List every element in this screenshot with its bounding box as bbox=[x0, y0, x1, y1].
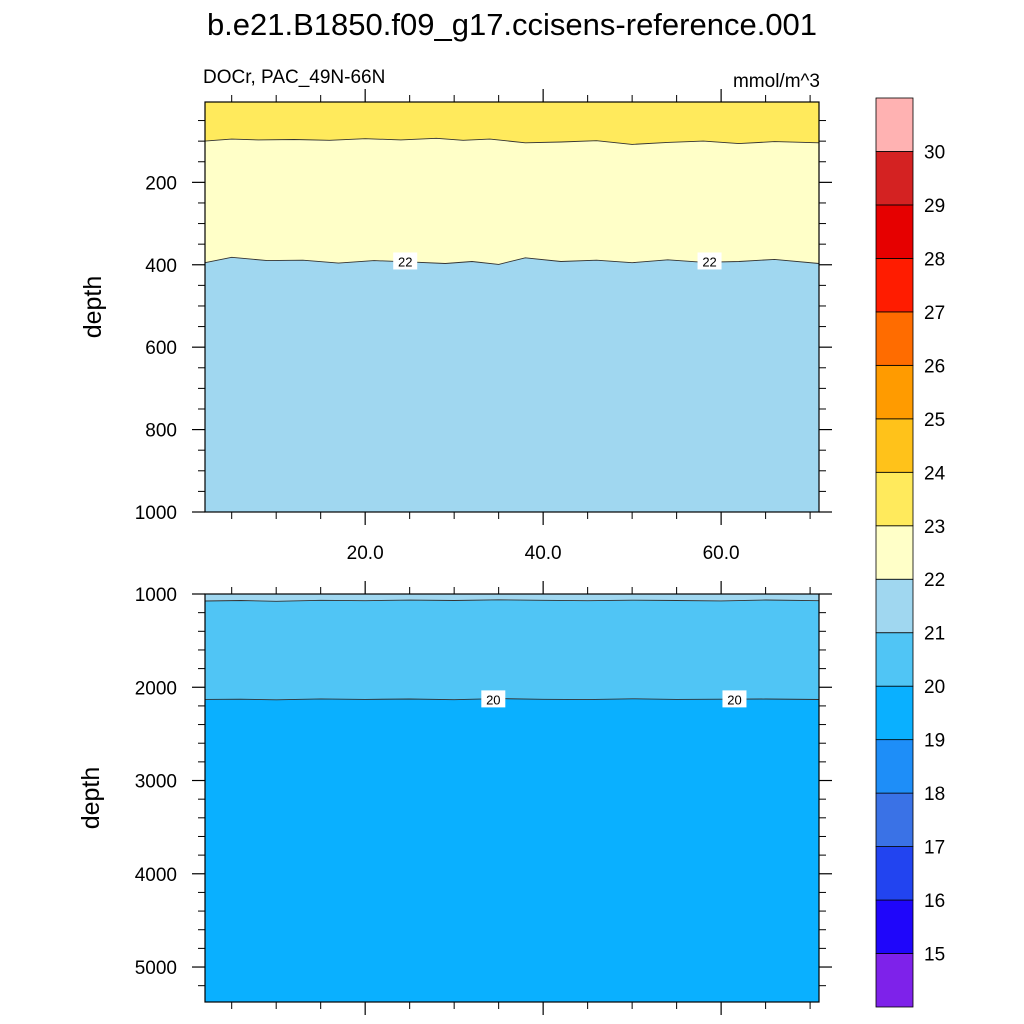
colorbar-tick-label: 25 bbox=[924, 410, 945, 431]
y-tick-label: 400 bbox=[145, 256, 177, 277]
colorbar-segment bbox=[875, 204, 914, 259]
colorbar-tick-label: 19 bbox=[924, 731, 945, 752]
colorbar-segment bbox=[875, 953, 914, 1008]
colorbar-tick-label: 23 bbox=[924, 517, 945, 538]
colorbar-tick-label: 15 bbox=[924, 945, 945, 966]
colorbar-tick-label: 20 bbox=[924, 677, 945, 698]
colorbar-tick-label: 26 bbox=[924, 356, 945, 377]
colorbar-tick-label: 18 bbox=[924, 784, 945, 805]
colorbar-tick-label: 27 bbox=[924, 303, 945, 324]
contour-line-23 bbox=[204, 137, 820, 145]
colorbar-segment bbox=[875, 364, 914, 420]
colorbar-tick-label: 16 bbox=[924, 891, 945, 912]
colorbar-segment bbox=[875, 685, 914, 741]
x-tick-label: 60.0 bbox=[703, 543, 740, 564]
y-tick-label: 5000 bbox=[135, 958, 177, 979]
fill-band-19-20 bbox=[205, 698, 819, 1002]
colorbar-tick-label: 17 bbox=[924, 838, 945, 859]
colorbar: 15 16 17 18 19 20 21 22 23 24 25 26 27 28 29 30 bbox=[875, 97, 946, 1008]
y-tick-label: 800 bbox=[145, 421, 177, 442]
colorbar-segment bbox=[875, 418, 914, 473]
y-tick-label: 1000 bbox=[135, 585, 177, 606]
contour-label: 22 bbox=[398, 254, 412, 269]
colorbar-tick-label: 28 bbox=[924, 249, 945, 270]
x-tick-label: 40.0 bbox=[525, 543, 562, 564]
contour-label: 22 bbox=[702, 254, 716, 269]
colorbar-segment bbox=[875, 311, 914, 366]
contour-line-21 bbox=[204, 599, 820, 602]
units-label: mmol/m^3 bbox=[733, 71, 820, 92]
colorbar-segment bbox=[875, 739, 914, 794]
fill-band-22-23 bbox=[205, 138, 819, 265]
colorbar-segment bbox=[875, 258, 914, 313]
colorbar-tick-label: 21 bbox=[924, 624, 945, 645]
y-tick-label: 4000 bbox=[135, 865, 177, 886]
contour-label-box bbox=[393, 252, 418, 270]
contour-label: 20 bbox=[486, 692, 500, 707]
fill-band-21-22 bbox=[205, 257, 819, 512]
variable-region-label: DOCr, PAC_49N-66N bbox=[203, 67, 385, 88]
y-tick-label: 600 bbox=[145, 338, 177, 359]
colorbar-segment bbox=[875, 792, 914, 847]
colorbar-tick-label: 22 bbox=[924, 570, 945, 591]
y-axis-title: depth bbox=[79, 276, 107, 339]
y-tick-label: 1000 bbox=[135, 503, 177, 524]
colorbar-tick-label: 24 bbox=[924, 463, 946, 484]
colorbar-segment bbox=[875, 899, 914, 954]
colorbar-tick-label: 29 bbox=[924, 196, 945, 217]
contour-label-box bbox=[697, 252, 722, 270]
colorbar-segment bbox=[875, 97, 914, 152]
colorbar-segment bbox=[875, 578, 914, 634]
colorbar-segment bbox=[875, 525, 914, 580]
figure-title: b.e21.B1850.f09_g17.ccisens-reference.00… bbox=[207, 7, 817, 42]
upper-panel: 22 22 200 400 600 800 1000 20.0 40.0 60.0 depth bbox=[79, 89, 832, 564]
contour-label-box bbox=[481, 690, 506, 708]
colorbar-segment bbox=[875, 151, 914, 206]
contour-label-box bbox=[722, 690, 747, 708]
plot-frame bbox=[204, 593, 820, 1003]
plot-frame bbox=[204, 101, 820, 513]
colorbar-segment bbox=[875, 846, 914, 901]
y-tick-label: 2000 bbox=[135, 678, 177, 699]
colorbar-segment bbox=[875, 471, 914, 527]
x-tick-label: 20.0 bbox=[347, 543, 384, 564]
y-tick-label: 200 bbox=[145, 173, 177, 194]
contour-label: 20 bbox=[727, 692, 741, 707]
lower-panel: 20 20 1000 2000 3000 4000 5000 depth bbox=[77, 581, 832, 1015]
y-axis-title: depth bbox=[77, 767, 105, 830]
colorbar-segment bbox=[875, 632, 914, 687]
fill-band-21-22 bbox=[205, 594, 819, 602]
y-tick-label: 3000 bbox=[135, 772, 177, 793]
fill-band-23-24 bbox=[205, 102, 819, 145]
fill-band-20-21 bbox=[205, 599, 819, 700]
colorbar-tick-label: 30 bbox=[924, 142, 945, 163]
